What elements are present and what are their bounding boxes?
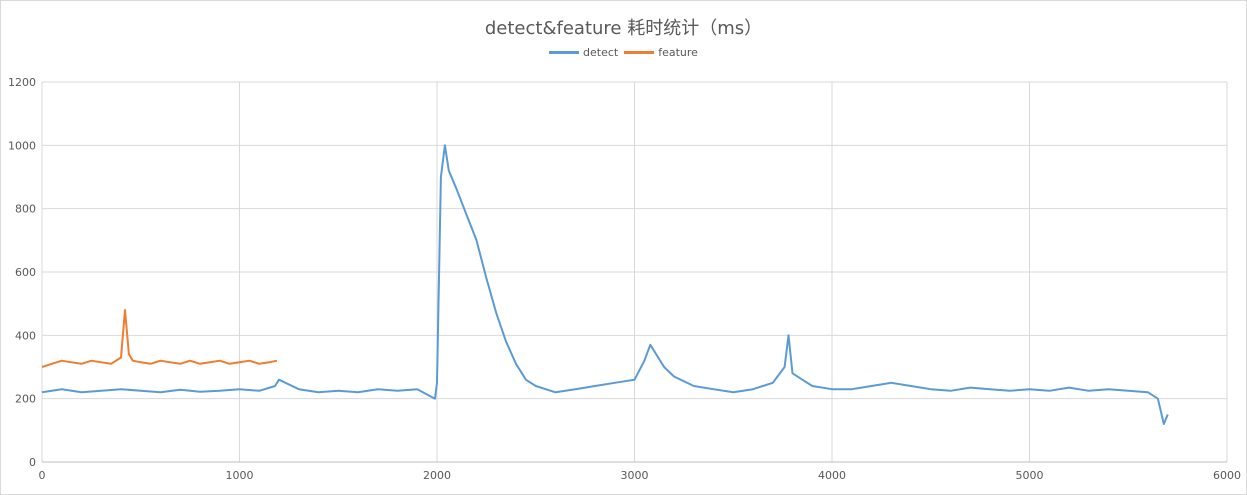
- legend-swatch-detect: [549, 51, 580, 54]
- series-line-detect: [41, 144, 1169, 425]
- y-tick-label-1200: 1200: [8, 76, 36, 89]
- legend-item-feature: feature: [624, 46, 698, 59]
- x-tick-label-3000: 3000: [621, 469, 649, 482]
- x-tick-label-2000: 2000: [423, 469, 451, 482]
- x-tick-label-5000: 5000: [1016, 469, 1044, 482]
- legend-label-detect: detect: [583, 46, 619, 59]
- x-tick-label-1000: 1000: [226, 469, 254, 482]
- x-tick-label-0: 0: [39, 469, 46, 482]
- y-tick-label-400: 400: [15, 329, 36, 342]
- legend-label-feature: feature: [658, 46, 698, 59]
- y-tick-label-800: 800: [15, 203, 36, 216]
- y-tick-label-1000: 1000: [8, 139, 36, 152]
- y-tick-label-600: 600: [15, 266, 36, 279]
- y-tick-label-200: 200: [15, 393, 36, 406]
- chart-title: detect&feature 耗时统计（ms）: [484, 18, 763, 39]
- y-tick-label-0: 0: [29, 456, 36, 469]
- x-tick-label-6000: 6000: [1213, 469, 1241, 482]
- legend-item-detect: detect: [549, 46, 618, 59]
- legend-swatch-feature: [624, 51, 655, 54]
- chart-legend: detect feature: [0, 46, 1247, 59]
- series-line-feature: [41, 309, 278, 368]
- x-tick-label-4000: 4000: [818, 469, 846, 482]
